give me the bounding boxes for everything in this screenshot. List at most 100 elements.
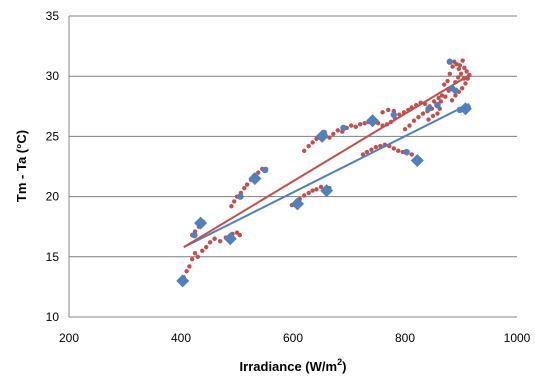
gridlines — [69, 15, 517, 258]
data-point-dot — [426, 117, 431, 122]
data-point-dot — [435, 111, 440, 116]
data-point-dot-large — [464, 104, 471, 111]
data-point-dot — [358, 122, 363, 127]
data-point-dot — [456, 75, 461, 80]
data-point-dot — [420, 111, 426, 116]
data-point-dot — [232, 199, 237, 204]
data-point-diamond — [290, 197, 304, 211]
data-point-dot — [456, 66, 461, 72]
data-point-dot — [306, 143, 311, 149]
data-point-dot-large — [340, 124, 347, 132]
data-point-dot — [331, 131, 336, 137]
y-tick-label: 35 — [46, 9, 60, 23]
data-point-dot — [229, 204, 234, 209]
data-point-diamond — [248, 172, 262, 186]
data-point-dot — [436, 95, 441, 101]
trendlines — [183, 74, 470, 249]
data-point-dot — [237, 232, 242, 238]
data-point-dot — [411, 118, 417, 123]
data-point-dot — [207, 240, 213, 245]
data-point-dot — [310, 140, 315, 145]
data-point-dot — [438, 99, 444, 104]
data-point-dot — [212, 236, 217, 241]
data-point-dot — [409, 152, 414, 157]
y-tick-label: 25 — [46, 129, 60, 143]
data-point-diamond — [320, 184, 334, 198]
data-point-dot — [386, 107, 391, 113]
data-point-dot — [450, 64, 455, 69]
data-point-dot — [459, 86, 465, 91]
data-point-dot — [453, 93, 458, 98]
data-point-diamond — [410, 153, 424, 167]
data-point-dot — [369, 147, 374, 152]
big-dot-series — [191, 58, 471, 239]
data-point-dot — [244, 182, 250, 187]
data-point-dot — [431, 99, 437, 104]
data-point-dot-large — [452, 87, 459, 94]
y-tick-labels: 10 15 20 25 30 35 — [46, 9, 60, 324]
data-point-dot-large — [261, 166, 269, 174]
axes — [68, 16, 517, 318]
x-tick-label: 1000 — [504, 331, 531, 345]
x-tick-label: 600 — [283, 331, 303, 345]
data-point-diamond — [223, 232, 237, 246]
data-point-dot-large — [434, 101, 441, 109]
data-point-dot — [302, 193, 307, 198]
trendline-red — [183, 74, 470, 249]
trendline-blue — [183, 102, 470, 249]
data-point-dot — [445, 78, 450, 84]
data-point-dot — [442, 82, 447, 87]
y-tick-label: 15 — [46, 250, 60, 264]
data-point-dot — [187, 264, 192, 269]
data-point-dot — [443, 94, 448, 99]
data-point-dot — [462, 65, 467, 70]
data-point-dot — [335, 128, 340, 133]
data-point-diamond — [176, 274, 190, 288]
data-point-dot — [449, 98, 455, 103]
data-point-dot-large — [425, 105, 432, 112]
y-axis-title: Tm - Ta (°C) — [14, 130, 29, 202]
data-point-dot — [184, 269, 189, 274]
data-point-dot-large — [446, 58, 453, 65]
data-point-dot — [439, 93, 445, 98]
data-point-dot — [364, 149, 370, 155]
x-tick-label: 400 — [171, 331, 191, 345]
data-point-dot — [460, 58, 465, 63]
y-tick-label: 30 — [46, 69, 60, 83]
data-point-dot — [302, 148, 307, 154]
data-point-dot — [391, 146, 396, 151]
dot-series — [181, 58, 472, 280]
x-tick-label: 200 — [59, 331, 79, 345]
y-tick-label: 20 — [46, 190, 60, 204]
data-point-dot — [310, 188, 315, 193]
data-point-dot-large — [191, 231, 198, 239]
data-point-dot — [362, 120, 367, 126]
data-point-dot — [192, 250, 198, 256]
data-point-dot — [430, 113, 436, 119]
x-tick-labels: 200 400 600 800 1000 — [59, 331, 531, 345]
data-point-dot — [314, 187, 319, 192]
data-point-dot — [458, 71, 464, 76]
diamond-series — [176, 102, 472, 288]
data-point-dot — [204, 244, 209, 250]
data-point-dot — [402, 126, 408, 132]
data-point-dot-large — [320, 129, 327, 136]
data-point-dot-large — [403, 148, 410, 156]
data-point-dot — [407, 123, 412, 128]
x-tick-label: 800 — [395, 331, 415, 345]
data-point-dot-large — [456, 106, 464, 114]
x-axis-title: Irradiance (W/m2) — [240, 357, 347, 374]
data-point-dot-large — [390, 111, 397, 118]
data-point-dot — [464, 69, 469, 74]
data-point-dot — [318, 184, 324, 190]
data-point-dot — [416, 114, 421, 120]
y-tick-label: 10 — [46, 310, 60, 324]
data-point-dot — [218, 238, 223, 244]
data-point-dot — [360, 152, 366, 157]
data-point-dot — [454, 61, 459, 67]
data-point-dot-large — [237, 193, 244, 200]
data-point-diamond — [194, 216, 208, 230]
data-point-dot — [349, 123, 354, 128]
data-point-dot — [200, 248, 205, 253]
